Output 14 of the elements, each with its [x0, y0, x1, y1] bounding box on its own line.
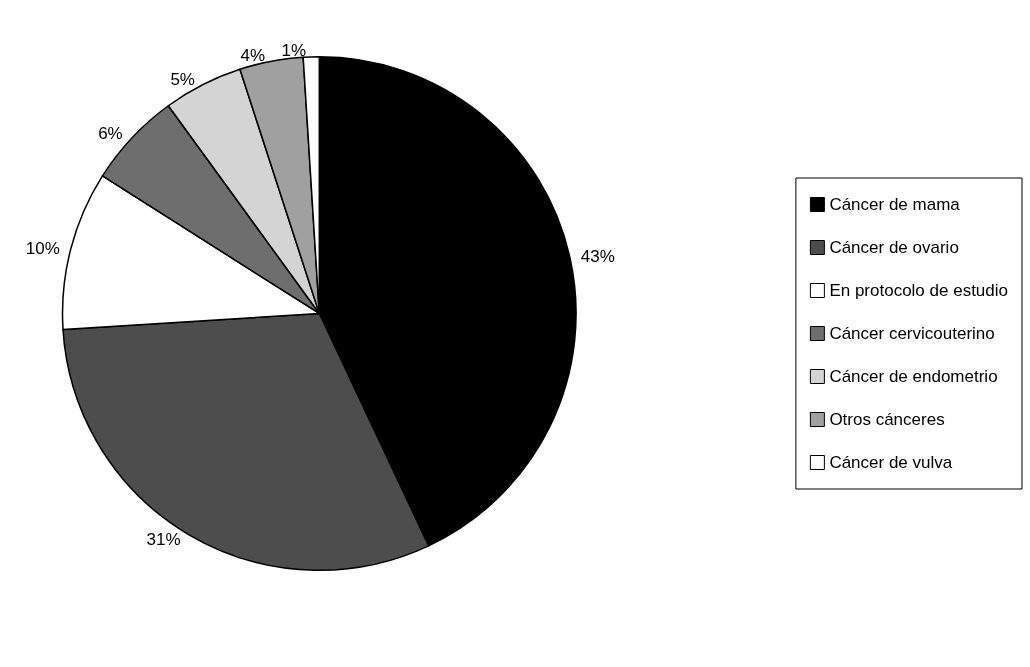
- data-label: 1%: [281, 41, 307, 61]
- data-label: 43%: [580, 246, 615, 266]
- legend-label: Otros cánceres: [829, 410, 945, 429]
- data-label: 5%: [170, 69, 195, 89]
- data-label: 4%: [240, 45, 266, 65]
- data-label: 10%: [25, 238, 60, 258]
- legend-label: Cáncer de endometrio: [829, 367, 998, 386]
- data-label: 6%: [98, 124, 123, 144]
- legend-label: Cáncer de vulva: [829, 453, 953, 472]
- legend-label: Cáncer de mama: [829, 195, 961, 214]
- legend-label: Cáncer de ovario: [829, 238, 959, 257]
- data-label: 31%: [146, 530, 181, 550]
- legend-label: En protocolo de estudio: [829, 281, 1008, 300]
- legend-label: Cáncer cervicouterino: [829, 324, 995, 343]
